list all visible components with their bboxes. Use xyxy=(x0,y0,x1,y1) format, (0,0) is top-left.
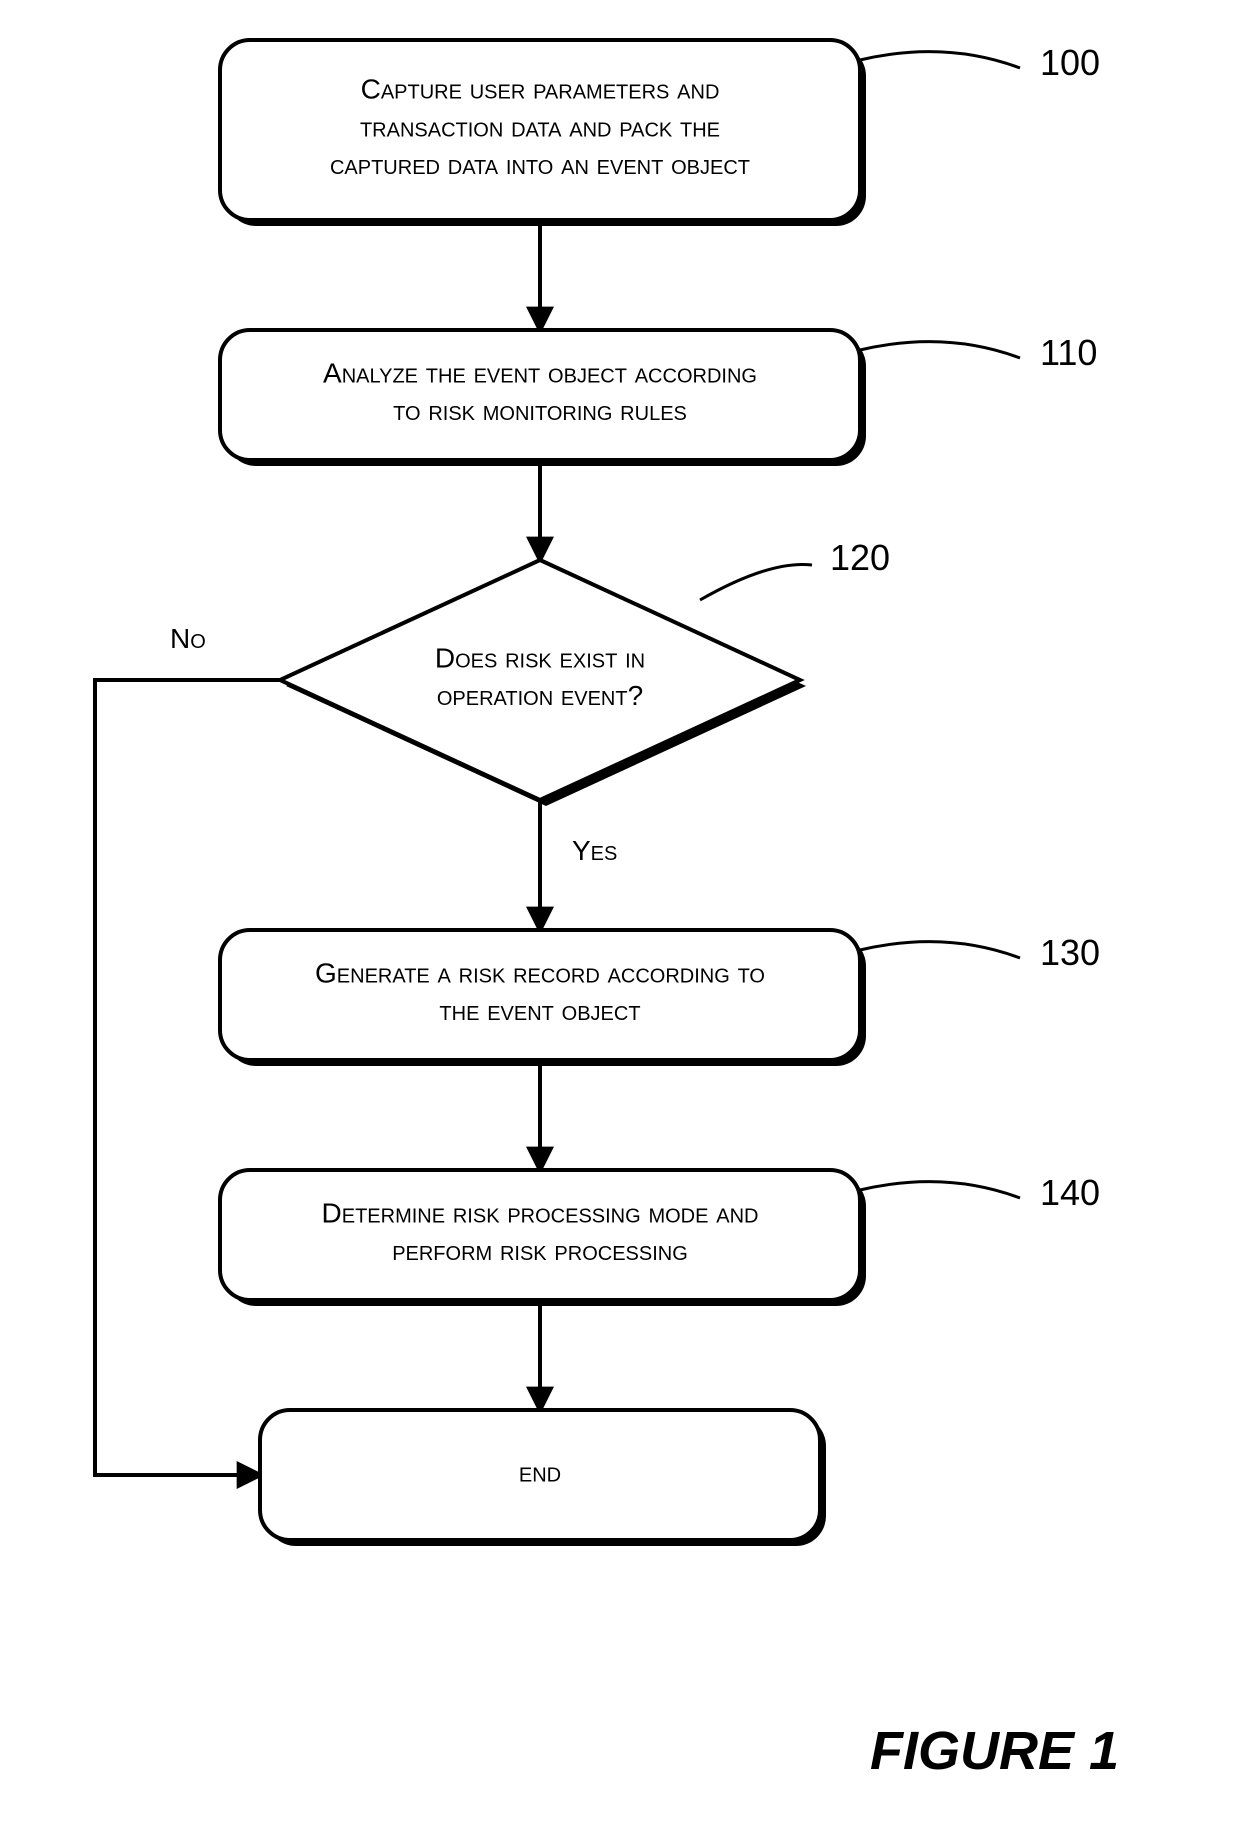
svg-text:transaction data and pack the: transaction data and pack the xyxy=(360,111,720,142)
svg-text:Capture user parameters and: Capture user parameters and xyxy=(361,74,720,105)
nodes: Capture user parameters and transaction d… xyxy=(220,40,1100,1546)
svg-text:Determine risk processing mode: Determine risk processing mode and xyxy=(322,1197,759,1228)
svg-text:the event object: the event object xyxy=(439,995,640,1026)
node-end: end xyxy=(260,1410,826,1546)
svg-text:Does risk exist in: Does risk exist in xyxy=(435,642,645,673)
svg-text:120: 120 xyxy=(830,537,890,578)
svg-text:perform risk processing: perform risk processing xyxy=(392,1235,688,1266)
svg-text:130: 130 xyxy=(1040,932,1100,973)
node-n130: Generate a risk record according to the e… xyxy=(220,930,1100,1066)
svg-text:No: No xyxy=(170,623,206,654)
flowchart-svg: Yes No Capture user parameters and transact… xyxy=(0,0,1240,1821)
svg-text:captured data into an event ob: captured data into an event object xyxy=(330,149,750,180)
node-n110: Analyze the event object according to ris… xyxy=(220,330,1097,466)
node-n120: Does risk exist in operation event? 120 xyxy=(280,537,890,806)
svg-text:Yes: Yes xyxy=(572,835,617,866)
node-n140: Determine risk processing mode and perfor… xyxy=(220,1170,1100,1306)
svg-text:100: 100 xyxy=(1040,42,1100,83)
figure-caption: FIGURE 1 xyxy=(870,1720,1119,1782)
node-n100: Capture user parameters and transaction d… xyxy=(220,40,1100,226)
svg-text:operation event?: operation event? xyxy=(437,680,643,711)
svg-text:Analyze the event object accor: Analyze the event object according xyxy=(323,357,757,388)
svg-text:end: end xyxy=(519,1456,561,1487)
svg-text:to risk monitoring rules: to risk monitoring rules xyxy=(393,395,687,426)
svg-text:140: 140 xyxy=(1040,1172,1100,1213)
svg-text:110: 110 xyxy=(1040,332,1097,373)
svg-text:Generate a risk record accordi: Generate a risk record according to xyxy=(315,957,765,988)
